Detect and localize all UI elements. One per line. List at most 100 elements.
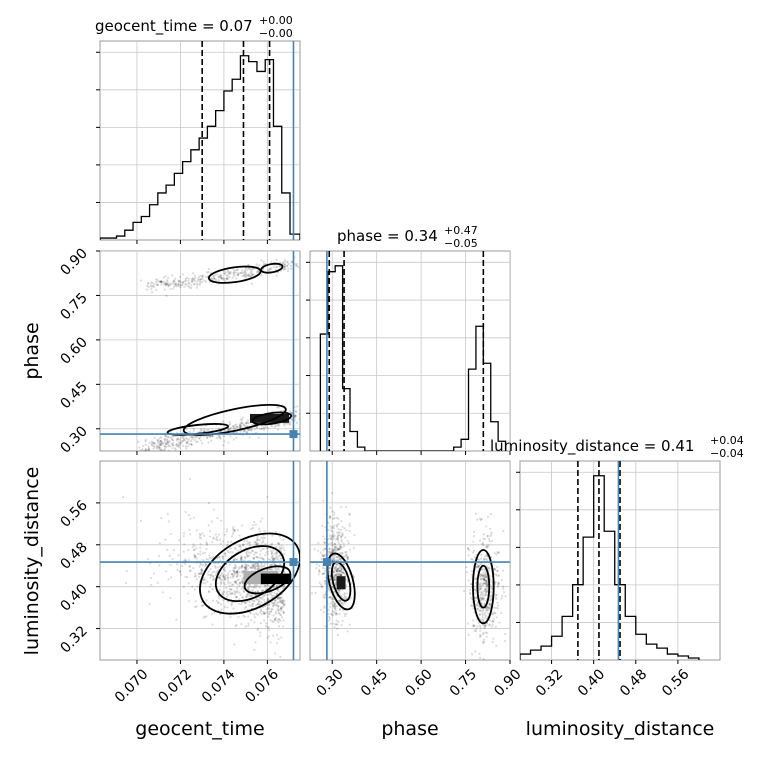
sample-point bbox=[167, 445, 170, 448]
sample-point bbox=[298, 413, 300, 416]
sample-point bbox=[280, 557, 283, 560]
sample-point bbox=[333, 576, 336, 579]
sample-point bbox=[152, 572, 156, 575]
sample-point bbox=[345, 612, 348, 616]
sample-point bbox=[220, 277, 223, 280]
sample-point bbox=[238, 426, 242, 429]
sample-point bbox=[483, 576, 486, 580]
sample-point bbox=[485, 557, 488, 561]
sample-point bbox=[472, 625, 475, 628]
sample-point bbox=[473, 588, 477, 591]
sample-point bbox=[247, 551, 250, 554]
sample-point bbox=[336, 563, 339, 566]
sample-point bbox=[184, 575, 187, 578]
sample-point bbox=[147, 286, 150, 289]
sample-point bbox=[494, 625, 497, 628]
sample-point bbox=[270, 260, 273, 264]
sample-point bbox=[470, 569, 474, 573]
sample-point bbox=[195, 436, 198, 439]
sample-point bbox=[202, 559, 205, 562]
sample-point bbox=[234, 548, 237, 551]
sample-point bbox=[216, 516, 219, 520]
sample-point bbox=[338, 589, 341, 592]
sample-point bbox=[245, 550, 248, 553]
sample-point bbox=[223, 577, 226, 580]
sample-point bbox=[273, 598, 277, 602]
sample-point bbox=[346, 556, 349, 559]
sample-point bbox=[192, 272, 195, 275]
sample-point bbox=[275, 552, 279, 555]
sample-point bbox=[248, 594, 251, 597]
sample-point bbox=[481, 642, 484, 645]
sample-point bbox=[236, 589, 239, 592]
sample-point bbox=[232, 574, 235, 578]
sample-point bbox=[236, 569, 239, 572]
sample-point bbox=[483, 577, 486, 581]
sample-point bbox=[274, 616, 278, 619]
sample-point bbox=[194, 276, 197, 280]
sample-point bbox=[214, 273, 217, 277]
sample-point bbox=[242, 423, 245, 426]
sample-point bbox=[216, 566, 220, 569]
sample-point bbox=[330, 536, 333, 539]
sample-point bbox=[187, 279, 190, 282]
sample-point bbox=[483, 582, 486, 585]
sample-point bbox=[164, 283, 167, 286]
sample-point bbox=[225, 595, 228, 598]
sample-point bbox=[256, 537, 259, 541]
sample-point bbox=[153, 442, 156, 445]
sample-point bbox=[249, 585, 252, 588]
sample-point bbox=[147, 448, 150, 451]
sample-point bbox=[184, 445, 187, 448]
sample-point bbox=[333, 578, 336, 582]
sample-point bbox=[485, 576, 489, 579]
sample-point bbox=[177, 437, 180, 440]
sample-point bbox=[140, 279, 143, 282]
sample-point bbox=[279, 607, 282, 611]
sample-point bbox=[341, 552, 344, 555]
sample-point bbox=[484, 578, 487, 582]
sample-point bbox=[148, 441, 151, 444]
sample-point bbox=[189, 533, 192, 536]
sample-point bbox=[488, 624, 491, 627]
sample-point bbox=[166, 441, 169, 444]
sample-point bbox=[182, 534, 185, 538]
sample-point bbox=[246, 542, 249, 545]
sample-point bbox=[241, 596, 244, 599]
sample-point bbox=[480, 584, 483, 588]
sample-point bbox=[174, 448, 177, 451]
sample-point bbox=[190, 279, 194, 282]
sample-point bbox=[265, 622, 268, 625]
sample-point bbox=[331, 604, 334, 608]
sample-point bbox=[176, 431, 179, 434]
sample-point bbox=[503, 590, 506, 594]
sample-point bbox=[328, 574, 331, 577]
sample-point bbox=[201, 442, 204, 445]
sample-point bbox=[267, 610, 271, 613]
sample-point bbox=[465, 565, 468, 569]
sample-point bbox=[219, 274, 222, 277]
sample-point bbox=[482, 609, 485, 613]
sample-point bbox=[310, 592, 314, 595]
sample-point bbox=[278, 554, 281, 557]
sample-point bbox=[207, 441, 210, 444]
sample-point bbox=[232, 569, 235, 572]
sample-point bbox=[492, 617, 495, 620]
sample-point bbox=[235, 586, 239, 590]
sample-point bbox=[256, 565, 260, 569]
sample-point bbox=[477, 564, 481, 567]
sample-point bbox=[229, 550, 232, 554]
sample-point bbox=[216, 570, 219, 573]
sample-point bbox=[235, 558, 239, 561]
sample-point bbox=[327, 537, 330, 540]
sample-point bbox=[229, 428, 232, 431]
sample-point bbox=[177, 280, 181, 283]
sample-point bbox=[247, 624, 250, 627]
sample-point bbox=[236, 571, 239, 574]
sample-point bbox=[193, 553, 196, 557]
sample-point bbox=[479, 633, 482, 636]
sample-point bbox=[482, 543, 485, 547]
sample-point bbox=[299, 408, 300, 411]
sample-point bbox=[236, 273, 239, 277]
sample-point bbox=[269, 564, 272, 567]
